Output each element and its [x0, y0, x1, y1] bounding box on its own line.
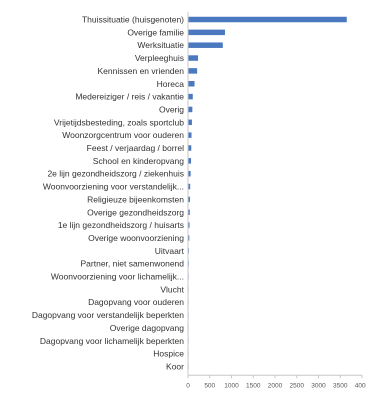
category-label: Partner, niet samenwonend: [81, 259, 185, 269]
bars: [188, 17, 347, 369]
x-tick-label: 2000: [268, 382, 283, 389]
category-label: Kennissen en vrienden: [98, 66, 185, 76]
bar: [188, 17, 347, 23]
category-label: Woonvoorziening voor verstandelijk...: [43, 182, 184, 192]
x-tick-labels: 0 500 1000 1500 2000 2500 3000 3500 4000: [186, 375, 366, 389]
category-label: Dagopvang voor ouderen: [88, 297, 184, 307]
category-label: 2e lijn gezondheidszorg / ziekenhuis: [47, 169, 184, 179]
x-tick-label: 1000: [224, 382, 239, 389]
category-label: School en kinderopvang: [93, 156, 184, 166]
x-tick-label: 2500: [290, 382, 305, 389]
category-label: Medereiziger / reis / vakantie: [75, 92, 184, 102]
bar: [188, 42, 223, 48]
category-label: Horeca: [157, 79, 185, 89]
x-tick-label: 4000: [355, 382, 366, 389]
category-label: Vrijetijdsbesteding, zoals sportclub: [54, 117, 184, 127]
category-label: Werksituatie: [137, 40, 184, 50]
category-label: Vlucht: [160, 284, 184, 294]
bar: [188, 81, 195, 87]
category-label: Overige gezondheidszorg: [87, 207, 184, 217]
category-labels: Thuissituatie (huisgenoten) Overige famil…: [32, 15, 185, 372]
category-label: Verpleeghuis: [135, 53, 184, 63]
category-label: Overige woonvoorziening: [88, 233, 184, 243]
bar: [188, 120, 192, 126]
x-tick-label: 500: [204, 382, 215, 389]
category-label: Overig: [159, 104, 184, 114]
category-label: Woonzorgcentrum voor ouderen: [62, 130, 184, 140]
category-label: Overige dagopvang: [110, 323, 184, 333]
category-label: Thuissituatie (huisgenoten): [82, 15, 184, 25]
x-tick-label: 0: [186, 382, 190, 389]
category-label: Dagopvang voor verstandelijk beperkten: [32, 310, 184, 320]
bar: [188, 68, 197, 74]
bar: [188, 55, 198, 61]
bar: [188, 107, 192, 113]
category-label: Dagopvang voor lichamelijk beperkten: [40, 336, 184, 346]
category-label: Hospice: [153, 349, 184, 359]
x-tick-label: 3500: [333, 382, 348, 389]
category-label: Feest / verjaardag / borrel: [87, 143, 184, 153]
bar: [188, 132, 191, 138]
category-label: 1e lijn gezondheidszorg / huisarts: [58, 220, 184, 230]
bar: [188, 30, 225, 35]
bar: [188, 94, 193, 100]
category-label: Overige familie: [127, 27, 184, 37]
x-tick-label: 1500: [246, 382, 261, 389]
category-label: Koor: [166, 361, 184, 371]
category-label: Woonvoorziening voor lichamelijk...: [51, 272, 184, 282]
x-tick-label: 3000: [311, 382, 326, 389]
category-label: Religieuze bijeenkomsten: [87, 194, 184, 204]
category-label: Uitvaart: [155, 246, 185, 256]
